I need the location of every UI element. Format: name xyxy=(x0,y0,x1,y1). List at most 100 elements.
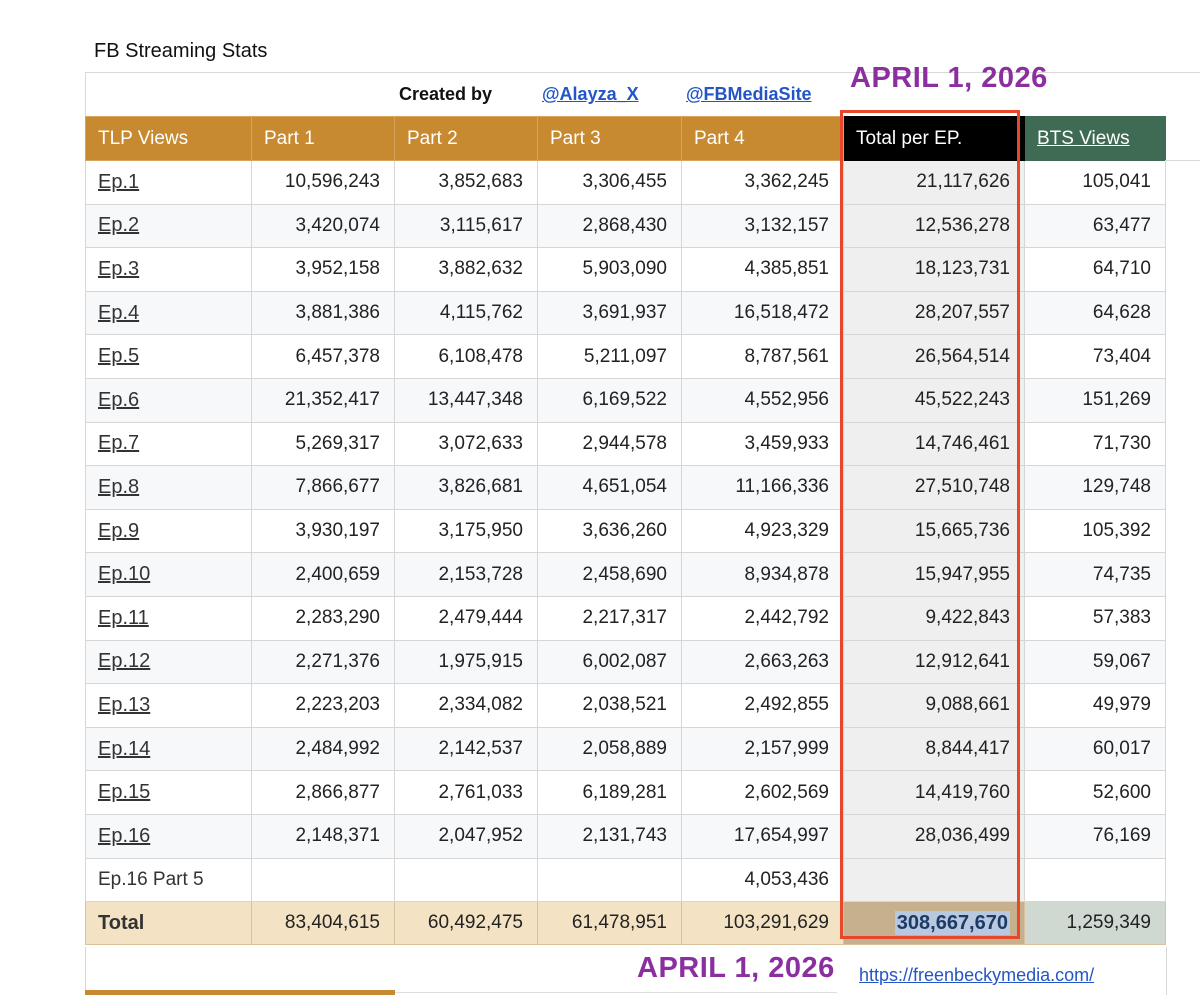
cell-total-per-ep: 45,522,243 xyxy=(843,377,1025,423)
cell-part-4: 4,385,851 xyxy=(681,247,844,292)
cell-part-4: 4,923,329 xyxy=(681,508,844,554)
cell-part-1: 3,930,197 xyxy=(251,508,395,554)
cell-part-4: 2,442,792 xyxy=(681,595,844,641)
created-by-label: Created by xyxy=(399,84,493,104)
episode-link[interactable]: Ep.1 xyxy=(85,160,252,205)
table-header-row: TLP Views Part 1 Part 2 Part 3 Part 4 To… xyxy=(85,116,1166,161)
empty-sheet-row xyxy=(85,947,1167,995)
episode-link[interactable]: Ep.6 xyxy=(85,377,252,423)
episode-link[interactable]: Ep.8 xyxy=(85,465,252,510)
episode-link[interactable]: Ep.9 xyxy=(85,508,252,554)
episode-link[interactable]: Ep.5 xyxy=(85,334,252,379)
total-part-4: 103,291,629 xyxy=(681,901,844,946)
table-row: Ep.10 2,400,659 2,153,728 2,458,690 8,934,87… xyxy=(85,552,1166,597)
site-url-link[interactable]: https://freenbeckymedia.com/ xyxy=(859,965,1095,985)
cell-total-per-ep: 9,088,661 xyxy=(843,683,1025,728)
cell-part-4: 4,552,956 xyxy=(681,377,844,423)
cell-bts-views: 52,600 xyxy=(1024,770,1166,815)
cell-part-1: 2,223,203 xyxy=(251,683,395,728)
cell-part-1: 2,484,992 xyxy=(251,726,395,772)
cell-total-per-ep: 28,207,557 xyxy=(843,290,1025,336)
table-body: Ep.1 10,596,243 3,852,683 3,306,455 3,362,24… xyxy=(85,160,1166,946)
cell-part-4: 2,157,999 xyxy=(681,726,844,772)
cell-part-2: 1,975,915 xyxy=(394,639,538,685)
cell-part-3: 2,131,743 xyxy=(537,813,682,859)
cell-part-1: 5,269,317 xyxy=(251,421,395,467)
cell-part-4: 11,166,336 xyxy=(681,465,844,510)
cell-part-2: 2,142,537 xyxy=(394,726,538,772)
cell-bts-views xyxy=(1024,857,1166,903)
cell-part-3: 5,211,097 xyxy=(537,334,682,379)
cell-part-2: 3,882,632 xyxy=(394,247,538,292)
cell-part-4: 16,518,472 xyxy=(681,290,844,336)
cell-bts-views: 59,067 xyxy=(1024,639,1166,685)
cell-part-1: 2,271,376 xyxy=(251,639,395,685)
table-row: Ep.8 7,866,677 3,826,681 4,651,054 11,166,33… xyxy=(85,465,1166,510)
grand-total[interactable]: 308,667,670 xyxy=(843,901,1025,946)
cell-total-per-ep: 21,117,626 xyxy=(843,160,1025,205)
table-row: Ep.1 10,596,243 3,852,683 3,306,455 3,362,24… xyxy=(85,160,1166,205)
episode-link[interactable]: Ep.7 xyxy=(85,421,252,467)
cell-part-2: 2,761,033 xyxy=(394,770,538,815)
header-part-1: Part 1 xyxy=(251,116,395,161)
episode-link[interactable]: Ep.14 xyxy=(85,726,252,772)
cell-total-per-ep: 18,123,731 xyxy=(843,247,1025,292)
cell-total-per-ep: 9,422,843 xyxy=(843,595,1025,641)
table-row: Ep.12 2,271,376 1,975,915 6,002,087 2,663,26… xyxy=(85,639,1166,685)
table-row: Ep.7 5,269,317 3,072,633 2,944,578 3,459,933… xyxy=(85,421,1166,467)
episode-link[interactable]: Ep.4 xyxy=(85,290,252,336)
media-site-handle-link[interactable]: @FBMediaSite xyxy=(686,84,812,104)
episode-link[interactable]: Ep.2 xyxy=(85,203,252,249)
episode-link[interactable]: Ep.12 xyxy=(85,639,252,685)
header-part-3: Part 3 xyxy=(537,116,682,161)
header-tlp-views: TLP Views xyxy=(85,116,252,161)
sheet-border xyxy=(1165,160,1200,161)
cell-part-4: 3,362,245 xyxy=(681,160,844,205)
cell-part-1: 3,420,074 xyxy=(251,203,395,249)
table-row: Ep.14 2,484,992 2,142,537 2,058,889 2,157,99… xyxy=(85,726,1166,772)
cell-total-per-ep: 26,564,514 xyxy=(843,334,1025,379)
sheet-title: FB Streaming Stats xyxy=(94,40,268,62)
cell-part-4: 17,654,997 xyxy=(681,813,844,859)
cell-total-per-ep: 15,665,736 xyxy=(843,508,1025,554)
cell-bts-views: 105,041 xyxy=(1024,160,1166,205)
cell-bts-views: 76,169 xyxy=(1024,813,1166,859)
cell-part-2: 13,447,348 xyxy=(394,377,538,423)
cell-part-1: 3,952,158 xyxy=(251,247,395,292)
cell-part-3: 3,306,455 xyxy=(537,160,682,205)
cell-part-4: 2,602,569 xyxy=(681,770,844,815)
sheet-border xyxy=(85,72,86,116)
table-row: Ep.15 2,866,877 2,761,033 6,189,281 2,602,56… xyxy=(85,770,1166,815)
creator-handle-link[interactable]: @Alayza_X xyxy=(542,84,639,104)
cell-bts-views: 64,628 xyxy=(1024,290,1166,336)
header-bts-views-link[interactable]: BTS Views xyxy=(1024,116,1166,161)
episode-link[interactable]: Ep.10 xyxy=(85,552,252,597)
total-bts-views: 1,259,349 xyxy=(1024,901,1166,946)
sheet-border xyxy=(85,72,1200,73)
cell-total-per-ep: 28,036,499 xyxy=(843,813,1025,859)
episode-link[interactable]: Ep.16 xyxy=(85,813,252,859)
episode-link[interactable]: Ep.15 xyxy=(85,770,252,815)
cell-part-4: 2,663,263 xyxy=(681,639,844,685)
cell-total-per-ep: 8,844,417 xyxy=(843,726,1025,772)
cell-part-2: 3,072,633 xyxy=(394,421,538,467)
cell-part-1: 2,400,659 xyxy=(251,552,395,597)
total-part-2: 60,492,475 xyxy=(394,901,538,946)
episode-link[interactable]: Ep.3 xyxy=(85,247,252,292)
cell-part-2: 6,108,478 xyxy=(394,334,538,379)
cell-part-2: 2,047,952 xyxy=(394,813,538,859)
episode-link[interactable]: Ep.11 xyxy=(85,595,252,641)
cell-part-4: 2,492,855 xyxy=(681,683,844,728)
cell-bts-views: 73,404 xyxy=(1024,334,1166,379)
cell-bts-views: 105,392 xyxy=(1024,508,1166,554)
cell-part-2: 2,479,444 xyxy=(394,595,538,641)
cell-part-3: 6,189,281 xyxy=(537,770,682,815)
table-row: Ep.5 6,457,378 6,108,478 5,211,097 8,787,561… xyxy=(85,334,1166,379)
cell-bts-views: 60,017 xyxy=(1024,726,1166,772)
cell-part-3: 2,217,317 xyxy=(537,595,682,641)
cell-part-2 xyxy=(394,857,538,903)
cell-bts-views: 71,730 xyxy=(1024,421,1166,467)
cell-part-3: 4,651,054 xyxy=(537,465,682,510)
episode-link[interactable]: Ep.13 xyxy=(85,683,252,728)
cell-total-per-ep: 27,510,748 xyxy=(843,465,1025,510)
